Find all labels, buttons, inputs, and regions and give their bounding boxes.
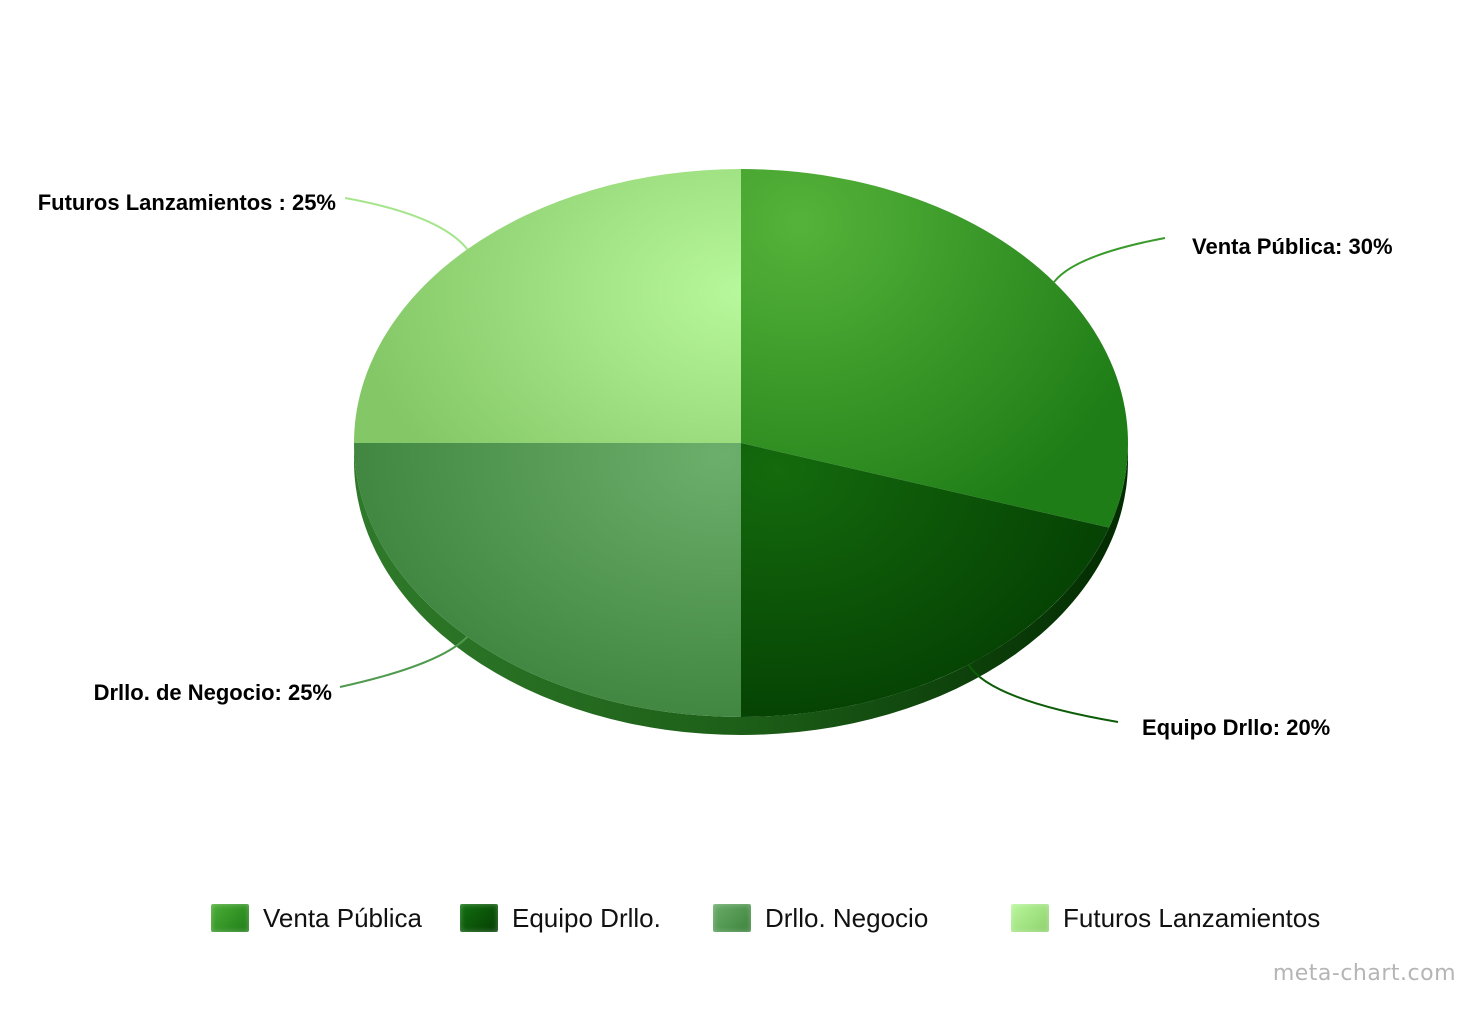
legend-swatch-venta-publica: [211, 904, 249, 932]
legend-swatch-drllo-negocio: [713, 904, 751, 932]
legend: Venta Pública Equipo Drllo. Drllo. Negoc…: [0, 893, 1470, 943]
pie-slice-drllo-negocio: [354, 443, 741, 717]
legend-item-venta-publica[interactable]: Venta Pública: [211, 893, 422, 943]
pie-slice-futuros-lanzamientos: [354, 169, 741, 443]
data-label: Drllo. de Negocio: 25%: [94, 680, 332, 705]
leader-line: [967, 664, 1119, 723]
legend-label: Venta Pública: [263, 902, 423, 933]
legend-item-drllo-negocio[interactable]: Drllo. Negocio: [713, 893, 928, 943]
data-label: Equipo Drllo: 20%: [1142, 715, 1330, 740]
legend-label: Futuros Lanzamientos: [1063, 902, 1321, 933]
leader-line: [344, 197, 469, 250]
data-label: Venta Pública: 30%: [1192, 234, 1393, 259]
legend-swatch-futuros-lanzamientos: [1011, 904, 1049, 932]
legend-item-equipo-drllo[interactable]: Equipo Drllo.: [460, 893, 661, 943]
legend-swatch-equipo-drllo: [460, 904, 498, 932]
pie-slices: [354, 169, 1128, 717]
leader-line: [339, 636, 469, 688]
legend-item-futuros-lanzamientos[interactable]: Futuros Lanzamientos: [1011, 893, 1320, 943]
pie-slice-venta-p-blica: [741, 169, 1128, 528]
leader-line: [1053, 237, 1166, 283]
pie-data-labels: Venta Pública: 30% Equipo Drllo: 20% Drllo…: [38, 190, 1393, 740]
data-label: Futuros Lanzamientos : 25%: [38, 190, 336, 215]
watermark: meta-chart.com: [1272, 961, 1456, 986]
legend-label: Drllo. Negocio: [765, 902, 929, 933]
pie-slice-equipo-drllo-: [741, 443, 1110, 717]
pie-leader-lines: [339, 197, 1166, 723]
legend-label: Equipo Drllo.: [512, 902, 661, 933]
